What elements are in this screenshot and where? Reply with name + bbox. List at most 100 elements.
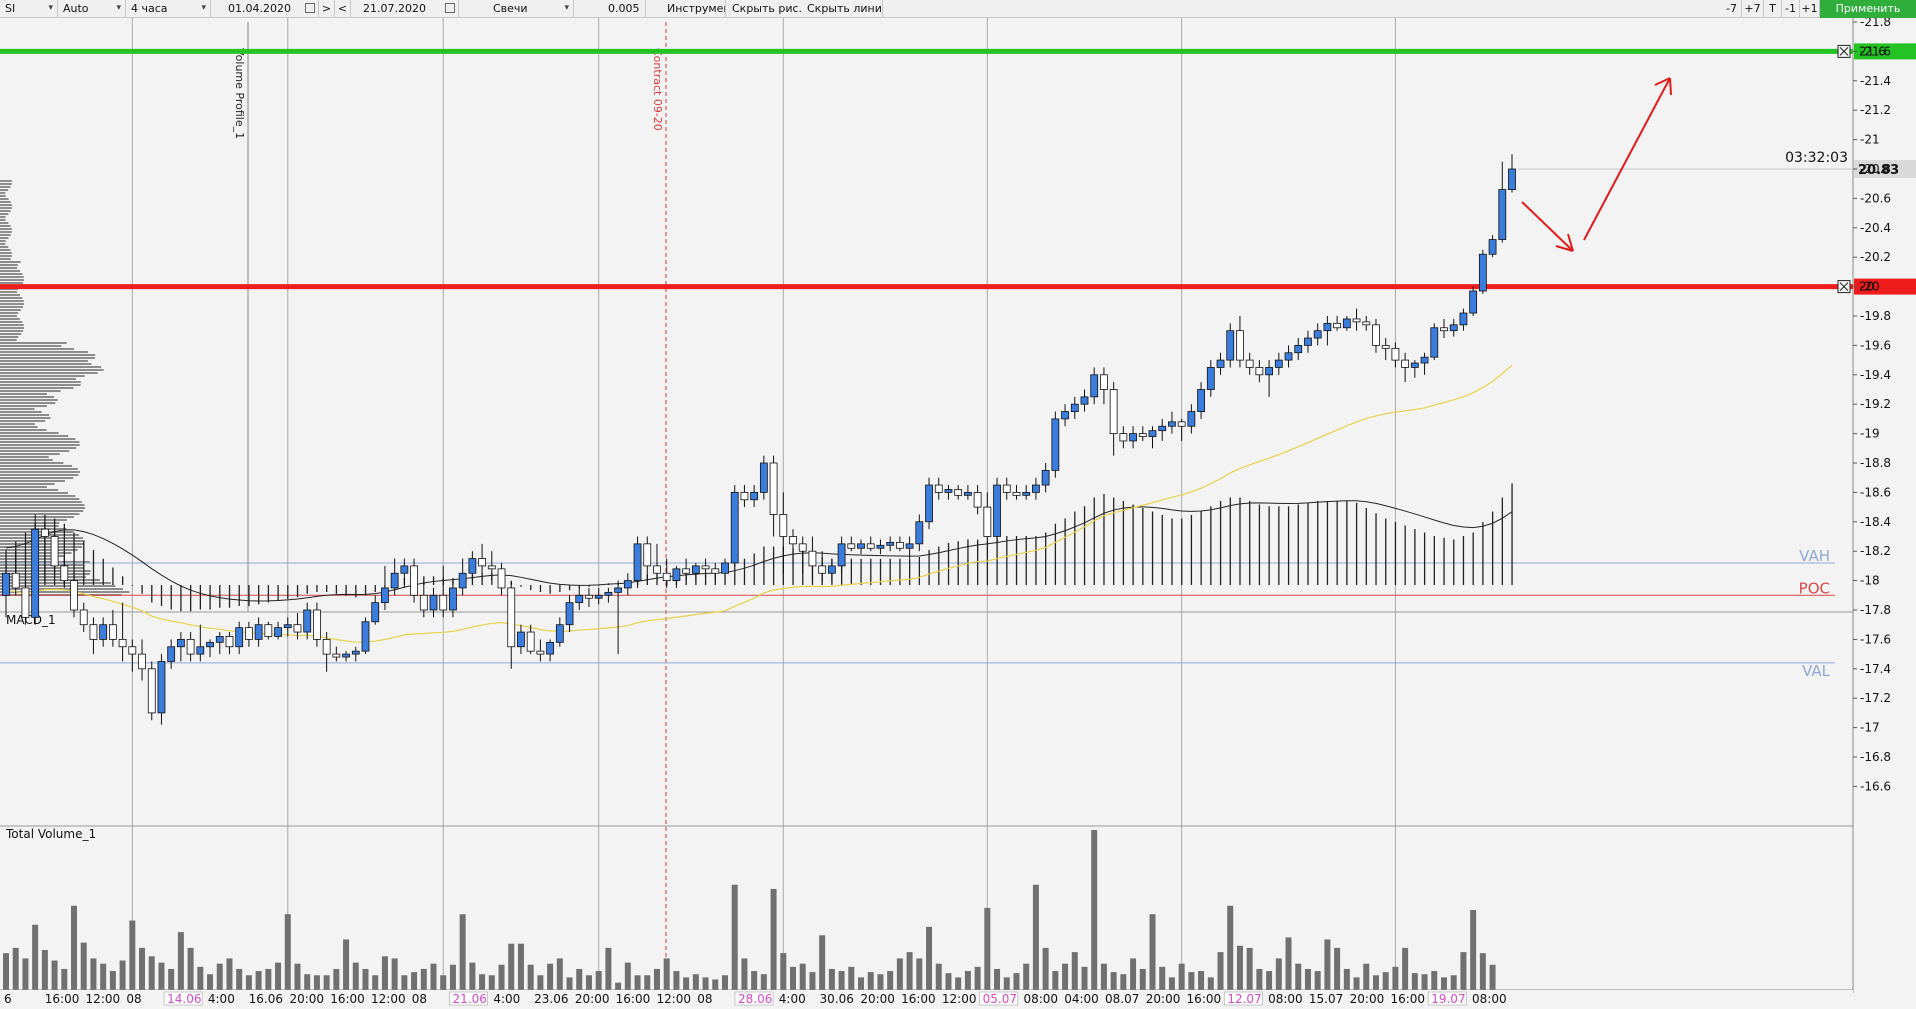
candle-body (381, 587, 389, 604)
macd-bar (141, 585, 143, 594)
scale-select[interactable]: Auto (58, 0, 126, 18)
candle-body (264, 624, 273, 637)
volume-bar (3, 953, 9, 990)
candle-body (1323, 322, 1332, 332)
price-tick-label: -21.2 (1860, 103, 1891, 117)
volume-profile-bar (0, 585, 116, 587)
t-button[interactable]: T (1764, 0, 1782, 18)
candle-body (721, 562, 729, 574)
macd-bar (1054, 523, 1057, 586)
candle-body (390, 572, 399, 589)
candle-body (1313, 330, 1322, 339)
candle-body (925, 484, 933, 523)
tools-button[interactable]: Инструменты (646, 0, 726, 18)
volume-profile-bar (0, 234, 11, 236)
volume-profile-bar (0, 318, 20, 320)
nav-prev-button[interactable]: < (335, 0, 351, 18)
volume-profile-bar (0, 291, 18, 293)
candle-body (313, 609, 321, 640)
symbol-select[interactable]: SI (0, 0, 58, 18)
volume-profile-bar (0, 369, 104, 371)
candle-body (1158, 425, 1167, 432)
date-from-field[interactable]: 01.04.2020 (211, 0, 319, 18)
volume-bar (1285, 937, 1292, 990)
volume-bar (896, 958, 903, 990)
macd-bar (1268, 506, 1270, 586)
volume-bar (265, 968, 272, 990)
nav-next-button[interactable]: > (319, 0, 335, 18)
volume-bar (71, 905, 78, 990)
volume-bar (197, 966, 204, 990)
shift-minus7-button[interactable]: -7 (1722, 0, 1742, 18)
candle-body (303, 609, 312, 633)
volume-profile-bar (0, 300, 24, 302)
volume-bars (3, 830, 1496, 990)
volume-profile-bar (0, 393, 47, 395)
candle-body (866, 543, 875, 549)
hide-drawings-button[interactable]: Скрыть рис. (726, 0, 801, 18)
macd-bar (151, 585, 153, 603)
calendar-icon[interactable] (305, 3, 315, 13)
volume-bar (935, 963, 942, 990)
price-tick-label: -17.8 (1860, 603, 1891, 617)
price-tick-label: -20.4 (1860, 221, 1891, 235)
volume-profile-bar (0, 204, 12, 206)
shift-minus1-button[interactable]: -1 (1782, 0, 1800, 18)
macd-bar (539, 585, 542, 593)
volume-bar (1372, 975, 1379, 990)
volume-bar (469, 962, 476, 990)
volume-profile-bar (0, 312, 19, 314)
macd-bar (228, 585, 231, 608)
time-tick-label: 16:00 (616, 992, 651, 1006)
volume-profile-bar (0, 201, 11, 203)
macd-bar (170, 585, 172, 610)
candle-body (691, 565, 700, 574)
volume-bar (595, 971, 602, 990)
time-tick-label: 16:00 (1187, 992, 1222, 1006)
volume-bar (1178, 963, 1185, 990)
candle-body (1109, 389, 1118, 434)
apply-button[interactable]: Применить (1820, 0, 1916, 18)
candle-body (954, 489, 963, 496)
volume-bar (1081, 966, 1088, 990)
candle-body (857, 543, 865, 549)
candle-body (847, 543, 856, 549)
macd-bar (1249, 501, 1251, 586)
volume-bar (12, 947, 19, 990)
hide-lines-label: Скрыть линии (807, 2, 883, 15)
macd-bar (1385, 518, 1387, 586)
volume-bar (848, 966, 855, 990)
volume-bar (799, 963, 806, 990)
volume-bar (1470, 910, 1477, 990)
volume-profile-bar (0, 504, 85, 506)
timeframe-select[interactable]: 4 часа (126, 0, 211, 18)
volume-profile-bar (0, 567, 85, 569)
shift-plus1-button[interactable]: +1 (1800, 0, 1820, 18)
volume-bar (1168, 977, 1175, 990)
macd-bar (374, 585, 376, 593)
price-tick-label: -19 (1860, 427, 1880, 441)
volume-profile-bar (0, 219, 6, 221)
volume-bar (129, 920, 136, 990)
calendar-icon[interactable] (445, 3, 455, 13)
macd-bar (1472, 532, 1474, 586)
macd-bar (1297, 504, 1299, 586)
step-field[interactable]: 0.005 (574, 0, 646, 18)
volume-bar (547, 963, 554, 990)
hide-lines-button[interactable]: Скрыть линии (801, 0, 883, 18)
shift-plus7-button[interactable]: +7 (1742, 0, 1764, 18)
macd-bar (549, 585, 551, 594)
volume-bar (177, 932, 184, 990)
volume-bar (80, 942, 87, 990)
price-chart[interactable]: Volume Profile_1 Contract 09-20 VAH POC VAL T… (0, 18, 1916, 1009)
volume-bar (926, 926, 933, 990)
volume-bar (352, 962, 359, 990)
volume-bar (819, 935, 826, 990)
date-to-field[interactable]: 21.07.2020 (351, 0, 459, 18)
candle-body (1255, 367, 1264, 376)
candle-body (614, 587, 623, 593)
volume-bar (284, 914, 291, 990)
chart-style-select[interactable]: Свечи (459, 0, 574, 18)
candle-body (1469, 290, 1478, 314)
candle-body (1012, 491, 1021, 496)
